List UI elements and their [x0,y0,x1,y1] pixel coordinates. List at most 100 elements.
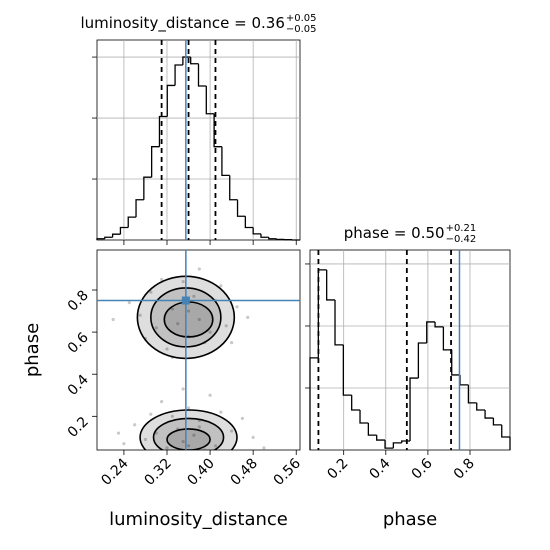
x-tick-label: 0.4 [367,455,394,482]
contour [166,428,211,450]
hist-step [401,440,411,443]
title: phase = 0.50 [344,224,445,242]
sample-point [149,290,153,294]
title-lower: −0.05 [286,24,317,35]
hist-step [213,113,222,148]
contour [163,301,214,338]
sample-point [176,322,180,326]
sample-point [246,315,250,319]
hist-step [151,146,160,178]
sample-point [208,393,212,397]
title: luminosity_distance = 0.36 [80,14,284,33]
hist-step [426,321,436,344]
sample-point [192,433,196,437]
hist-step [334,299,344,346]
title-lower: −0.42 [446,234,477,245]
sample-point [192,294,196,298]
sample-point [186,444,191,448]
y-axis-label: phase [22,323,43,377]
hist-step [275,238,285,241]
hist-step [158,115,168,147]
hist-step [197,63,207,87]
hist-step [205,86,215,115]
hist-step [409,377,419,442]
sample-point [224,324,228,328]
sample-point [160,399,164,404]
y-tick-label: 0.8 [65,288,92,315]
hist-step [135,199,144,218]
sample-point [197,267,201,271]
title-upper: +0.05 [286,13,317,24]
sample-point [133,423,137,427]
hist-step [367,423,377,436]
hist-step [229,175,238,201]
hist-step [236,199,246,217]
x-tick-label: 0.40 [185,456,218,489]
hist-step [484,410,494,419]
hist-step [268,237,277,240]
truth-marker [181,296,190,305]
y-tick-label: 0.4 [65,372,92,399]
y-tick-label: 0.2 [65,414,92,441]
sample-point [186,406,191,410]
hist-step [392,442,402,449]
sample-point [197,425,201,429]
title-upper: +0.21 [446,223,477,234]
sample-point [160,277,164,282]
x-axis-label: luminosity_distance [109,509,288,530]
hist-step [127,216,137,228]
hist-step [317,269,327,358]
hist-step [501,424,510,438]
x-tick-label: 0.6 [409,455,436,482]
hist-step [417,342,427,379]
hist-step [467,384,477,404]
hist-step [96,238,105,240]
sample-point [111,317,115,322]
sample-point [165,446,169,450]
hist-step [476,402,486,411]
x-tick-label: 0.2 [324,456,351,483]
sample-point [165,347,169,351]
sample-point [219,284,223,288]
x-axis-label: phase [383,509,437,530]
contour [139,409,238,450]
panel-frame [309,249,511,451]
sample-point [127,301,131,305]
sample-point [170,414,174,418]
hist-step [376,435,386,441]
hist-step [359,410,369,424]
x-tick-label: 0.8 [451,456,478,483]
sample-point [262,446,266,450]
hist-step [119,226,129,235]
hist-step [442,326,452,351]
hist-step [182,56,191,65]
hist-step [384,440,394,449]
hist-step [166,84,176,117]
sample-point [154,326,158,330]
sample-point [122,442,126,446]
x-tick-label: 0.48 [228,456,261,489]
sample-point [138,313,142,317]
x-tick-label: 0.56 [271,455,304,488]
sample-point [197,317,201,322]
sample-point [240,416,244,421]
contour [152,417,225,450]
sample-point [230,341,234,345]
sample-point [181,279,185,284]
hist-step [111,233,121,238]
hist-step [260,233,269,238]
hist-step [459,374,469,386]
sample-point [251,435,255,439]
sample-point [219,410,223,414]
sample-point [235,305,239,309]
sample-point [116,431,121,435]
y-tick-label: 0.6 [65,330,92,357]
x-tick-label: 0.24 [98,455,131,488]
sample-point [203,448,207,450]
hist-step [174,64,183,86]
hist-step [309,357,319,450]
sample-point [143,437,148,442]
hist-step [326,269,336,301]
sample-point [213,444,218,448]
